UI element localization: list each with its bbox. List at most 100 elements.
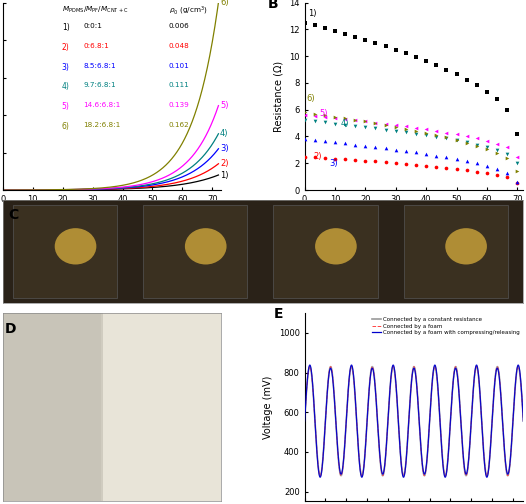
Text: 2): 2) <box>313 152 322 161</box>
Point <box>381 121 390 129</box>
Point <box>300 19 309 27</box>
Point <box>472 142 481 150</box>
Point <box>361 117 370 125</box>
Text: B: B <box>267 0 278 11</box>
Text: 0:6.8:1: 0:6.8:1 <box>84 43 109 49</box>
Text: 3): 3) <box>329 159 338 168</box>
Point <box>493 149 501 157</box>
Point <box>513 179 521 187</box>
Point <box>371 124 380 132</box>
Point <box>432 61 440 69</box>
Point <box>483 143 491 151</box>
Text: 2): 2) <box>220 159 228 168</box>
Point <box>371 157 380 165</box>
Point <box>361 36 370 44</box>
Point <box>391 146 400 154</box>
Text: 3): 3) <box>220 144 229 153</box>
Point <box>361 123 370 131</box>
Text: 4): 4) <box>341 118 350 128</box>
Point <box>310 110 319 118</box>
Text: 4): 4) <box>62 82 69 91</box>
Text: 8.5:6.8:1: 8.5:6.8:1 <box>84 62 116 69</box>
Point <box>472 141 481 149</box>
Text: 5): 5) <box>220 101 228 110</box>
Point <box>391 46 400 54</box>
Point <box>402 49 410 57</box>
Point <box>462 138 471 146</box>
Point <box>472 135 481 143</box>
Point <box>432 163 440 171</box>
Point <box>351 141 359 149</box>
Point <box>300 108 309 116</box>
Point <box>321 113 329 121</box>
Text: 0.162: 0.162 <box>169 121 190 128</box>
Point <box>331 114 339 122</box>
Text: E: E <box>274 307 284 322</box>
Point <box>331 138 339 146</box>
Ellipse shape <box>55 228 96 265</box>
Text: 4): 4) <box>220 129 228 138</box>
Point <box>442 135 451 143</box>
Text: D: D <box>5 323 16 337</box>
Point <box>493 165 501 173</box>
Point <box>361 157 370 165</box>
Point <box>483 162 491 170</box>
Point <box>493 95 501 103</box>
Point <box>472 168 481 176</box>
Point <box>310 117 319 125</box>
Point <box>483 137 491 145</box>
Point <box>351 116 359 124</box>
Point <box>300 153 309 161</box>
Point <box>331 27 339 35</box>
Point <box>310 112 319 120</box>
Text: 5): 5) <box>62 102 69 111</box>
Point <box>391 159 400 167</box>
Point <box>391 122 400 131</box>
FancyBboxPatch shape <box>143 205 247 298</box>
Point <box>351 122 359 130</box>
Point <box>331 113 339 121</box>
Point <box>351 156 359 164</box>
Point <box>503 144 511 152</box>
Point <box>341 155 349 163</box>
Text: 6): 6) <box>62 121 69 131</box>
Point <box>442 129 451 137</box>
Point <box>341 120 349 129</box>
Text: $\rho_0\ \mathrm{(g/cm^3)}$: $\rho_0\ \mathrm{(g/cm^3)}$ <box>169 5 208 17</box>
Point <box>483 88 491 96</box>
Text: $M_\mathrm{PDMS}/M_\mathrm{PF}/M_\mathrm{CNT+C}$: $M_\mathrm{PDMS}/M_\mathrm{PF}/M_\mathrm… <box>62 5 128 15</box>
Text: 1): 1) <box>62 23 69 32</box>
Point <box>361 117 370 125</box>
Point <box>493 140 501 148</box>
Point <box>321 118 329 127</box>
FancyBboxPatch shape <box>403 205 508 298</box>
Point <box>310 136 319 144</box>
Point <box>452 155 461 163</box>
Point <box>422 125 430 134</box>
Point <box>381 158 390 166</box>
Text: 0.101: 0.101 <box>169 62 190 69</box>
Text: 5): 5) <box>320 109 328 118</box>
Point <box>442 153 451 161</box>
Text: 3): 3) <box>62 62 69 72</box>
Point <box>422 129 430 137</box>
Y-axis label: Voltage (mV): Voltage (mV) <box>263 375 273 439</box>
Point <box>432 133 440 141</box>
Point <box>361 142 370 150</box>
Point <box>422 162 430 170</box>
Point <box>371 119 380 127</box>
Point <box>371 39 380 47</box>
Point <box>321 137 329 145</box>
Text: 0.048: 0.048 <box>169 43 190 49</box>
Point <box>381 120 390 128</box>
Point <box>452 136 461 144</box>
Point <box>503 154 511 162</box>
Point <box>462 139 471 147</box>
Point <box>513 130 521 138</box>
Point <box>412 53 420 61</box>
Point <box>381 144 390 152</box>
Point <box>462 166 471 174</box>
Point <box>452 136 461 144</box>
Text: 18.2:6.8:1: 18.2:6.8:1 <box>84 121 121 128</box>
Point <box>493 171 501 179</box>
